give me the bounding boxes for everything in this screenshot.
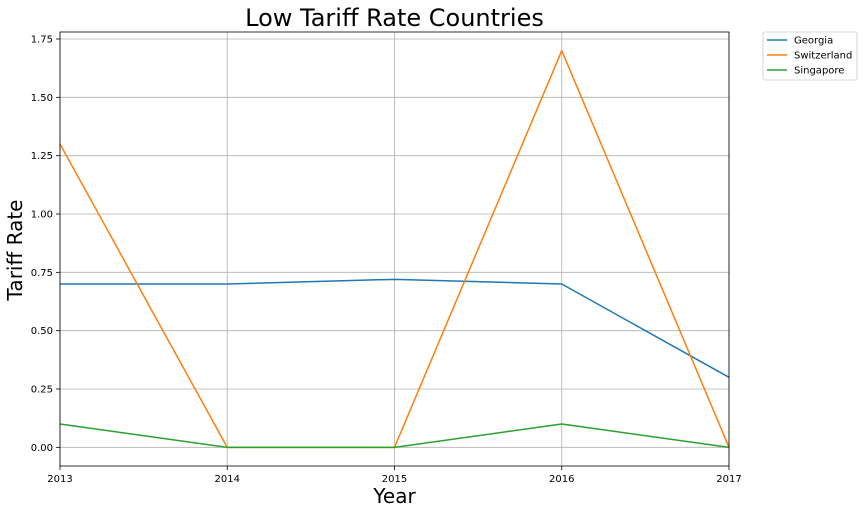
x-tick-label: 2017 <box>716 474 741 485</box>
y-tick-label: 1.50 <box>31 93 53 104</box>
y-tick-label: 0.75 <box>31 268 53 279</box>
y-axis-label: Tariff Rate <box>3 200 27 302</box>
legend-label-switzerland: Switzerland <box>794 51 852 62</box>
axis-ticks: 2013 2014 2015 2016 2017 0.00 0.25 0.50 0.75 1.00… <box>31 35 742 486</box>
y-tick-label: 1.75 <box>31 35 53 46</box>
legend-label-georgia: Georgia <box>794 36 833 47</box>
series-line-georgia <box>60 278 730 378</box>
x-tick-label: 2013 <box>47 474 72 485</box>
y-tick-label: 1.00 <box>31 210 53 221</box>
x-tick-label: 2016 <box>549 474 574 485</box>
y-tick-label: 0.25 <box>31 385 53 396</box>
legend-label-singapore: Singapore <box>794 66 844 77</box>
y-tick-label: 0.00 <box>31 443 53 454</box>
y-tick-label: 0.50 <box>31 326 53 337</box>
x-tick-label: 2015 <box>382 474 407 485</box>
x-axis-label: Year <box>372 484 416 508</box>
legend: Georgia Switzerland Singapore <box>762 31 858 81</box>
y-tick-label: 1.25 <box>31 151 53 162</box>
grid <box>59 32 730 466</box>
legend-frame <box>762 31 858 81</box>
series-lines <box>59 49 730 449</box>
series-line-singapore <box>59 423 730 449</box>
chart-title: Low Tariff Rate Countries <box>245 4 544 32</box>
x-tick-label: 2014 <box>215 474 240 485</box>
